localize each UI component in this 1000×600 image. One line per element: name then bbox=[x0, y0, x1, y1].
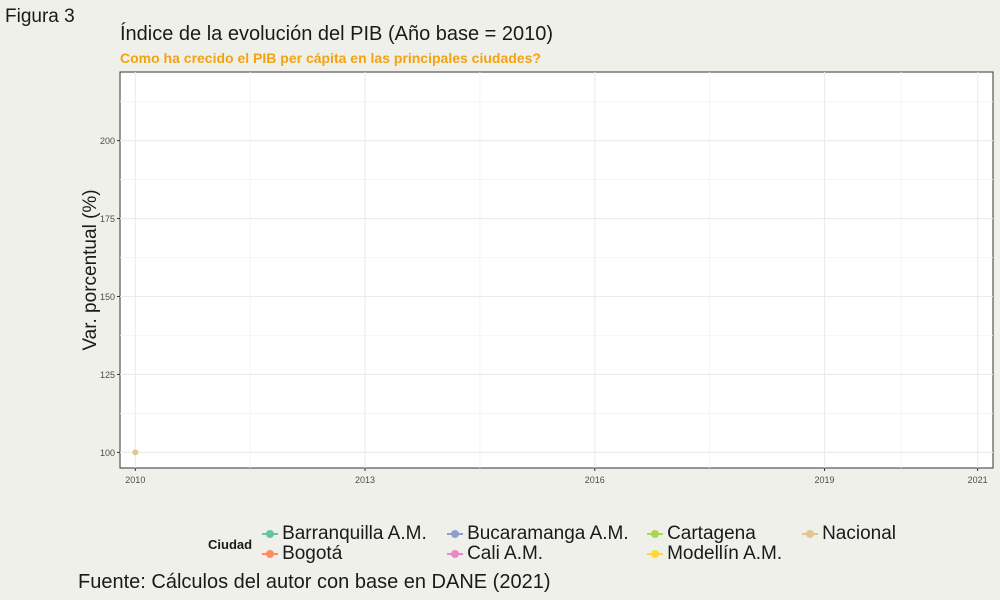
legend-item: Bucaramanga A.M. bbox=[447, 523, 647, 544]
chart-title: Índice de la evolución del PIB (Año base… bbox=[120, 23, 554, 45]
legend-label: Bucaramanga A.M. bbox=[467, 523, 629, 544]
y-axis-label: Var. porcentual (%) bbox=[80, 189, 101, 350]
y-tick-label: 200 bbox=[100, 136, 115, 146]
legend-key bbox=[262, 548, 279, 560]
legend-label: Bogotá bbox=[282, 543, 343, 564]
chart-subtitle: Como ha crecido el PIB per cápita en las… bbox=[120, 50, 541, 66]
legend-key bbox=[447, 548, 464, 560]
legend-item: Modellín A.M. bbox=[647, 543, 802, 564]
y-tick-label: 150 bbox=[100, 292, 115, 302]
y-axis: 100 125 150 175 200 bbox=[100, 136, 120, 458]
legend-label: Cali A.M. bbox=[467, 543, 544, 564]
x-tick-label: 2021 bbox=[968, 475, 988, 485]
y-tick-label: 175 bbox=[100, 214, 115, 224]
legend-key bbox=[447, 528, 464, 540]
legend-item: Barranquilla A.M. bbox=[262, 523, 447, 544]
legend-key bbox=[262, 528, 279, 540]
y-tick-label: 100 bbox=[100, 448, 115, 458]
y-tick-label: 125 bbox=[100, 370, 115, 380]
plot-panel bbox=[119, 71, 994, 469]
x-tick-label: 2019 bbox=[815, 475, 835, 485]
legend-label: Nacional bbox=[822, 523, 896, 544]
source-caption: Fuente: Cálculos del autor con base en D… bbox=[78, 571, 551, 593]
legend-title: Ciudad bbox=[208, 536, 253, 552]
legend-item: Nacional bbox=[802, 523, 922, 544]
grid-major bbox=[120, 72, 993, 468]
data-point bbox=[132, 449, 139, 456]
legend-item: Bogotá bbox=[262, 543, 447, 564]
legend-key bbox=[647, 548, 664, 560]
x-tick-label: 2016 bbox=[585, 475, 605, 485]
series-layer bbox=[132, 449, 139, 456]
legend-label: Modellín A.M. bbox=[667, 543, 783, 564]
legend: Ciudad Barranquilla A.M. Bogotá Bucaramang… bbox=[208, 523, 922, 564]
grid-minor bbox=[120, 72, 993, 468]
x-tick-label: 2010 bbox=[125, 475, 145, 485]
legend-key bbox=[802, 528, 819, 540]
legend-key bbox=[647, 528, 664, 540]
legend-items: Barranquilla A.M. Bogotá Bucaramanga A.M. C… bbox=[262, 523, 922, 564]
x-axis: 2010 2013 2016 2019 2021 bbox=[125, 468, 988, 485]
legend-label: Cartagena bbox=[667, 523, 756, 544]
figure-label: Figura 3 bbox=[5, 6, 75, 27]
legend-label: Barranquilla A.M. bbox=[282, 523, 427, 544]
legend-item: Cali A.M. bbox=[447, 543, 647, 564]
legend-item: Cartagena bbox=[647, 523, 802, 544]
x-tick-label: 2013 bbox=[355, 475, 375, 485]
